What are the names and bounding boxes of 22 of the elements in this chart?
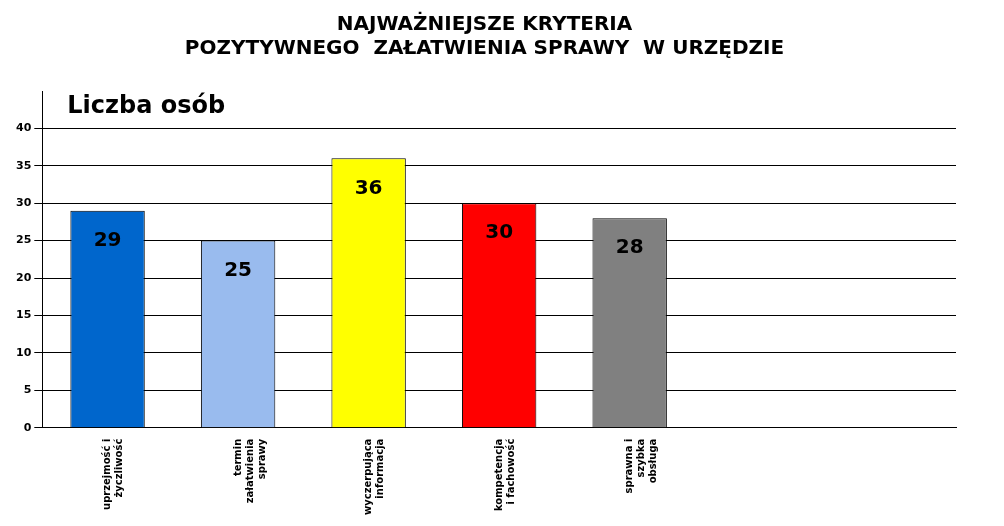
data-label: 29 [93, 226, 122, 251]
text: POZYTYWNEGO ZAŁATWIENIA SPRAWY W URZĘDZIE [184, 35, 785, 60]
data-label: 36 [354, 174, 383, 199]
y-tick-label: 35 [16, 158, 32, 172]
y-tick-label: 40 [16, 121, 32, 135]
x-tick-label: wyczerpująca informacja [362, 438, 386, 516]
y-tick-label: 30 [16, 196, 32, 210]
data-label: 25 [224, 256, 253, 281]
x-tick-label: uprzejmość i życzliwość [101, 438, 125, 510]
x-tick-label: sprawna i szybka obsługa [623, 438, 659, 494]
x-tick-label: termin załatwienia sprawy [231, 438, 267, 504]
data-label: 30 [485, 219, 514, 244]
annotation: Liczba osób [67, 91, 226, 120]
y-tick-label: 15 [16, 308, 32, 322]
y-tick-label: 25 [16, 233, 32, 247]
data-label: 28 [615, 234, 644, 259]
text: NAJWAŻNIEJSZE KRYTERIA [336, 11, 633, 36]
x-tick-label: kompetencja i fachowość [492, 438, 516, 512]
y-tick-label: 10 [16, 345, 32, 359]
y-tick-label: 20 [16, 270, 32, 284]
y-tick-label: 0 [23, 420, 32, 434]
y-tick-label: 5 [23, 383, 32, 397]
